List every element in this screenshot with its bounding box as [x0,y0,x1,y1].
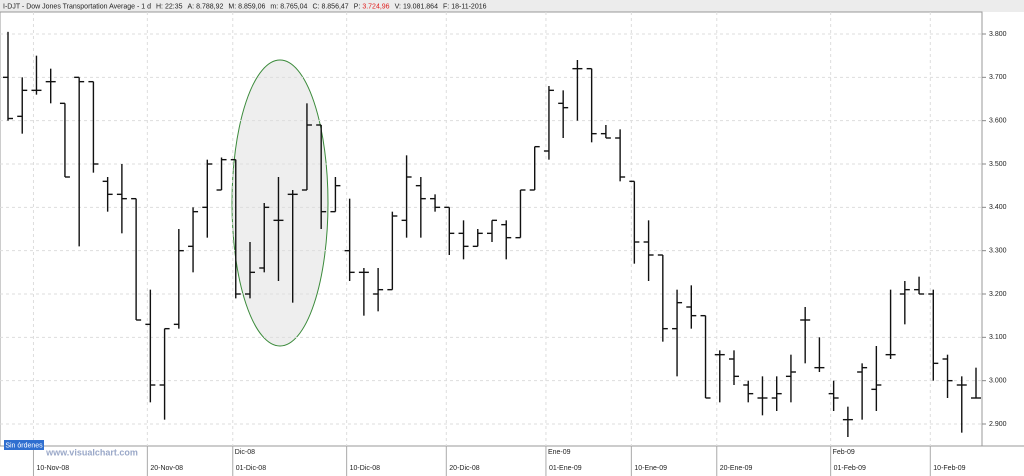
x-tick-label: 20-Ene-09 [720,465,753,472]
y-tick-label: 3.100 [989,334,1007,341]
x-tick-label: 10-Feb-09 [933,465,965,472]
month-label: Feb-09 [833,449,855,456]
header-field-value: 8.788,92 [196,3,223,10]
header-field-label: A: [188,3,195,10]
header-field-label: V: [395,3,401,10]
x-tick-label: 20-Dic-08 [449,465,479,472]
header-field-label: P: [354,3,361,10]
y-tick-label: 3.200 [989,291,1007,298]
y-tick-label: 3.600 [989,118,1007,125]
y-tick-label: 3.800 [989,31,1007,38]
header-field-label: F: [443,3,449,10]
header-field-label: M: [228,3,236,10]
header-field-value: 8.765,04 [280,3,307,10]
y-tick-label: 3.500 [989,161,1007,168]
x-tick-label: 10-Nov-08 [36,465,69,472]
x-tick-label: 01-Ene-09 [549,465,582,472]
y-tick-label: 3.300 [989,248,1007,255]
orders-button-label[interactable]: Sin órdenes [5,442,43,449]
y-tick-label: 2.900 [989,421,1007,428]
header-symbol: I-DJT - Dow Jones Transportation Average… [3,3,151,10]
header-field-value: 8.856,47 [321,3,348,10]
header-field-label: C: [312,3,319,10]
header-field-value: 18-11-2016 [451,3,486,10]
y-tick-label: 3.400 [989,204,1007,211]
watermark: www.visualchart.com [45,447,138,457]
orders-button[interactable] [4,440,44,450]
header-field-label: m: [270,3,278,10]
y-tick-label: 3.700 [989,74,1007,81]
plot-area [0,11,983,447]
x-tick-label: 01-Dic-08 [236,465,266,472]
x-tick-label: 10-Dic-08 [350,465,380,472]
header-field-label: H: [156,3,163,10]
header-field-value: 3.724,96 [362,3,389,10]
y-tick-label: 3.000 [989,378,1007,385]
header-text: I-DJT - Dow Jones Transportation Average… [3,3,487,10]
x-tick-label: 20-Nov-08 [150,465,183,472]
x-tick-label: 10-Ene-09 [634,465,667,472]
month-label: Dic-08 [235,449,255,456]
header-bar [0,0,1024,12]
header-field-value: 22:35 [165,3,183,10]
header-field-value: 19.081.864 [403,3,438,10]
header-field-value: 8.859,06 [238,3,265,10]
highlight-ellipse [231,59,329,347]
month-label: Ene-09 [548,449,571,456]
x-tick-label: 01-Feb-09 [834,465,866,472]
